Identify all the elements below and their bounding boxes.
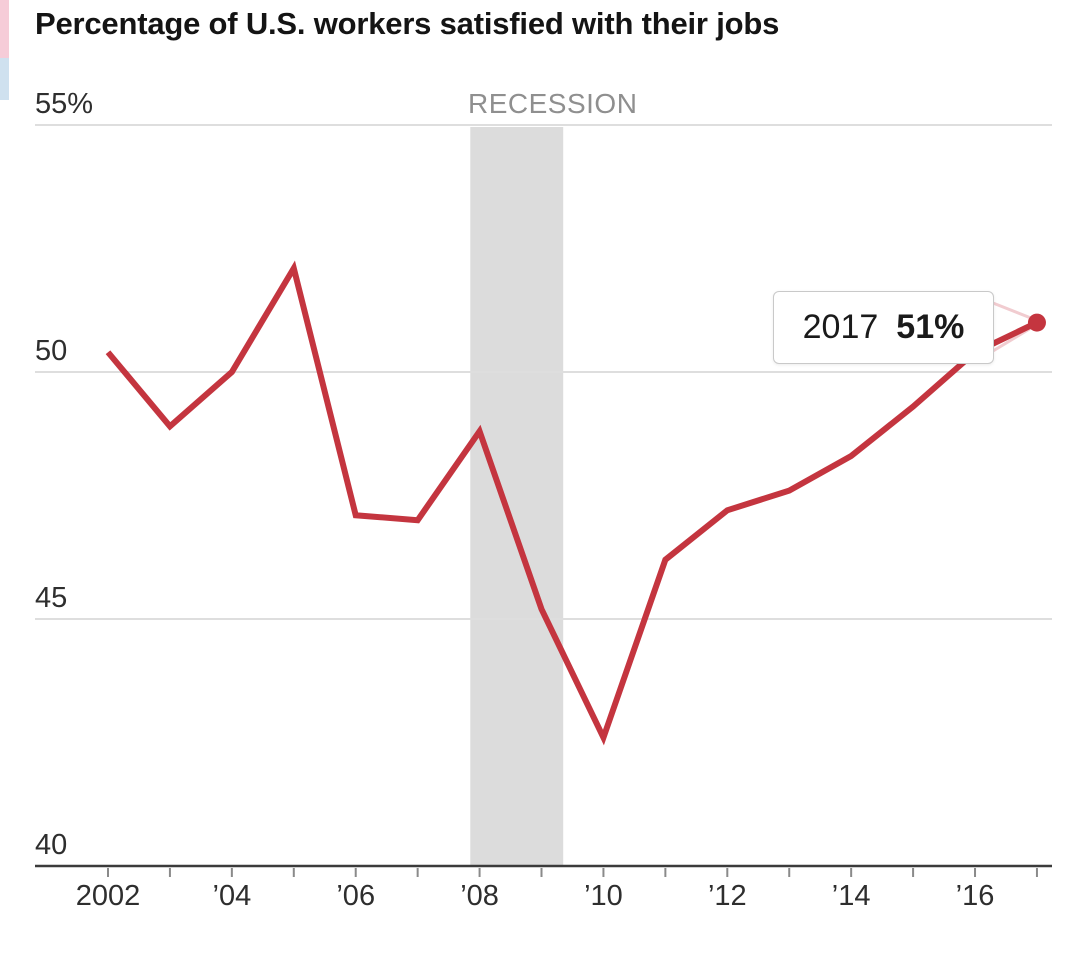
y-tick-label: 45 (35, 582, 68, 614)
recession-label: RECESSION (468, 88, 638, 119)
x-tick-label: ’16 (955, 880, 995, 912)
x-tick-label: 2002 (75, 880, 141, 912)
page-edge-accent-pink (0, 0, 9, 58)
series-end-dot (1027, 313, 1046, 332)
series-line (105, 260, 1039, 746)
x-tick-label: ’08 (460, 880, 499, 912)
y-tick-label: 50 (35, 335, 68, 367)
annotation-year-label: 2017 (802, 308, 879, 346)
recession-band (470, 127, 564, 866)
y-tick-label: 40 (35, 829, 68, 861)
x-tick-label: ’12 (707, 880, 747, 912)
chart-title: Percentage of U.S. workers satisfied wit… (35, 6, 780, 41)
x-tick-label: ’14 (831, 880, 871, 912)
annotation-box: 2017 51% (773, 291, 994, 364)
page-edge-accent-blue (0, 58, 9, 100)
annotation-value-label: 51% (896, 308, 965, 346)
x-tick-label: ’04 (212, 880, 252, 912)
y-tick-label: 55% (35, 88, 94, 120)
x-tick-label: ’06 (336, 880, 376, 912)
x-tick-label: ’10 (584, 880, 623, 912)
